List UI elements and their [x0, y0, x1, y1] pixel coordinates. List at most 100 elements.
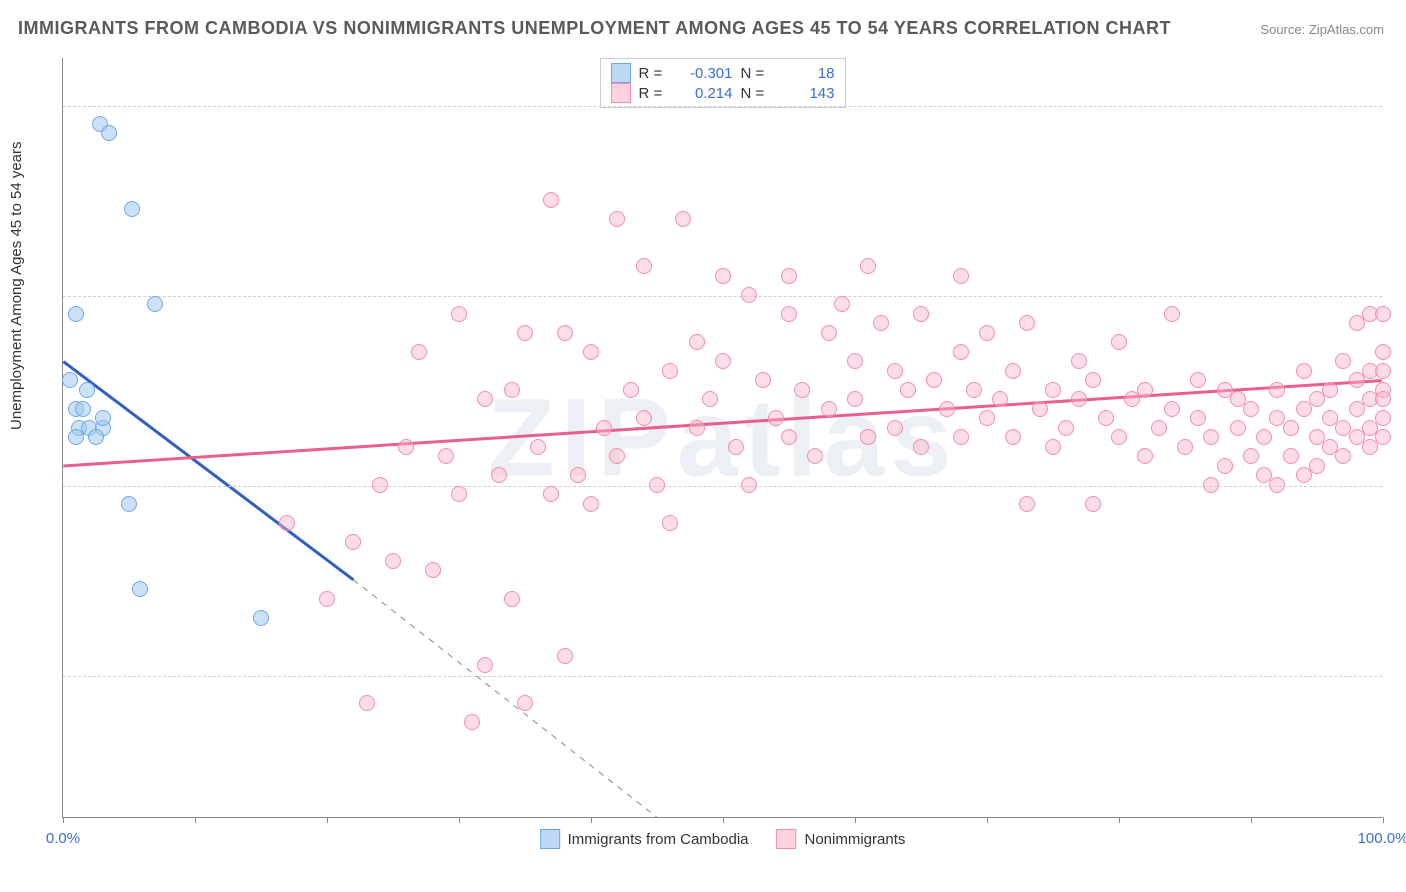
series-legend: Immigrants from Cambodia Nonimmigrants	[540, 829, 906, 849]
scatter-point	[88, 429, 104, 445]
gridline	[63, 486, 1382, 487]
scatter-point	[715, 268, 731, 284]
scatter-point	[491, 467, 507, 483]
plot-area: ZIPatlas R = -0.301 N = 18 R = 0.214 N =…	[62, 58, 1382, 818]
scatter-point	[979, 410, 995, 426]
scatter-point	[1137, 448, 1153, 464]
scatter-point	[926, 372, 942, 388]
scatter-point	[755, 372, 771, 388]
scatter-point	[101, 125, 117, 141]
correlation-legend: R = -0.301 N = 18 R = 0.214 N = 143	[600, 58, 846, 108]
scatter-point	[570, 467, 586, 483]
scatter-point	[1243, 448, 1259, 464]
scatter-point	[1032, 401, 1048, 417]
scatter-point	[662, 515, 678, 531]
scatter-point	[1375, 410, 1391, 426]
scatter-point	[132, 581, 148, 597]
scatter-point	[873, 315, 889, 331]
scatter-point	[953, 268, 969, 284]
scatter-point	[385, 553, 401, 569]
scatter-point	[596, 420, 612, 436]
scatter-point	[1098, 410, 1114, 426]
scatter-point	[741, 287, 757, 303]
scatter-point	[425, 562, 441, 578]
scatter-point	[1203, 429, 1219, 445]
x-tick	[195, 817, 196, 823]
scatter-point	[79, 382, 95, 398]
scatter-point	[279, 515, 295, 531]
scatter-point	[1203, 477, 1219, 493]
n-value-blue: 18	[779, 65, 835, 82]
scatter-point	[741, 477, 757, 493]
scatter-point	[953, 344, 969, 360]
scatter-point	[147, 296, 163, 312]
gridline	[63, 296, 1382, 297]
scatter-point	[662, 363, 678, 379]
scatter-point	[636, 258, 652, 274]
x-tick	[855, 817, 856, 823]
scatter-point	[768, 410, 784, 426]
scatter-point	[966, 382, 982, 398]
scatter-point	[1375, 306, 1391, 322]
scatter-point	[689, 420, 705, 436]
scatter-point	[451, 486, 467, 502]
scatter-point	[95, 410, 111, 426]
x-tick	[459, 817, 460, 823]
scatter-point	[1005, 363, 1021, 379]
legend-row-pink: R = 0.214 N = 143	[611, 83, 835, 103]
scatter-point	[1296, 363, 1312, 379]
scatter-point	[781, 429, 797, 445]
scatter-point	[1071, 353, 1087, 369]
x-tick	[591, 817, 592, 823]
scatter-point	[900, 382, 916, 398]
scatter-point	[821, 401, 837, 417]
scatter-point	[1335, 353, 1351, 369]
source-link[interactable]: ZipAtlas.com	[1309, 22, 1384, 37]
scatter-point	[702, 391, 718, 407]
scatter-point	[504, 382, 520, 398]
scatter-point	[1164, 401, 1180, 417]
scatter-point	[121, 496, 137, 512]
scatter-point	[1283, 420, 1299, 436]
scatter-point	[477, 391, 493, 407]
scatter-point	[1019, 496, 1035, 512]
scatter-point	[438, 448, 454, 464]
scatter-point	[992, 391, 1008, 407]
scatter-point	[517, 695, 533, 711]
x-tick	[987, 817, 988, 823]
scatter-point	[372, 477, 388, 493]
scatter-point	[504, 591, 520, 607]
scatter-point	[1230, 420, 1246, 436]
scatter-point	[1164, 306, 1180, 322]
scatter-point	[543, 192, 559, 208]
legend-label-pink: Nonimmigrants	[805, 831, 906, 848]
scatter-point	[1283, 448, 1299, 464]
scatter-point	[345, 534, 361, 550]
legend-label-blue: Immigrants from Cambodia	[568, 831, 749, 848]
scatter-point	[543, 486, 559, 502]
scatter-point	[953, 429, 969, 445]
scatter-point	[939, 401, 955, 417]
scatter-point	[477, 657, 493, 673]
scatter-point	[1151, 420, 1167, 436]
chart-title: IMMIGRANTS FROM CAMBODIA VS NONIMMIGRANT…	[18, 18, 1171, 39]
scatter-point	[1190, 372, 1206, 388]
n-value-pink: 143	[779, 85, 835, 102]
source-attribution: Source: ZipAtlas.com	[1260, 22, 1384, 37]
scatter-point	[649, 477, 665, 493]
x-tick	[723, 817, 724, 823]
scatter-point	[583, 496, 599, 512]
scatter-point	[860, 258, 876, 274]
scatter-point	[1045, 382, 1061, 398]
scatter-point	[1111, 429, 1127, 445]
scatter-point	[253, 610, 269, 626]
gridline	[63, 676, 1382, 677]
scatter-point	[1256, 429, 1272, 445]
gridline	[63, 106, 1382, 107]
scatter-point	[1375, 363, 1391, 379]
scatter-point	[715, 353, 731, 369]
scatter-point	[1269, 382, 1285, 398]
scatter-point	[689, 334, 705, 350]
scatter-point	[319, 591, 335, 607]
scatter-point	[464, 714, 480, 730]
